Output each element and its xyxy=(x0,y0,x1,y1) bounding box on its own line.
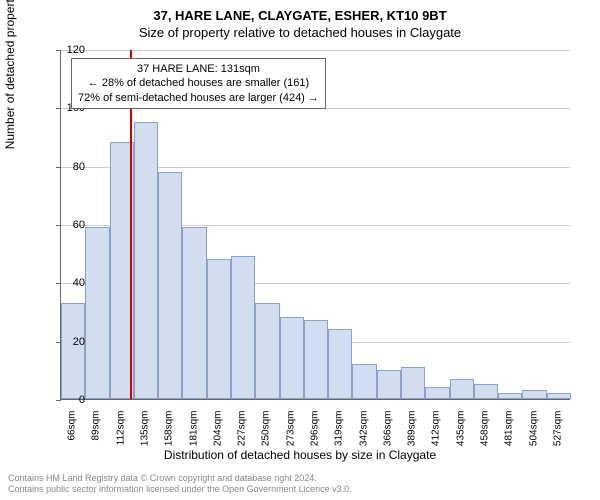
x-tick-label: 273sqm xyxy=(285,411,296,451)
histogram-bar xyxy=(352,364,376,399)
x-tick-label: 458sqm xyxy=(480,411,491,451)
histogram-bar xyxy=(328,329,352,399)
x-tick-label: 89sqm xyxy=(91,411,102,451)
plot-area: 37 HARE LANE: 131sqm ← 28% of detached h… xyxy=(60,50,570,400)
annotation-line3: 72% of semi-detached houses are larger (… xyxy=(78,91,319,105)
histogram-bar xyxy=(547,393,571,399)
y-tick-label: 0 xyxy=(55,394,85,406)
x-tick-label: 435sqm xyxy=(455,411,466,451)
histogram-bar xyxy=(182,227,206,399)
histogram-bar xyxy=(207,259,231,399)
histogram-bar xyxy=(255,303,279,399)
x-tick-label: 389sqm xyxy=(407,411,418,451)
histogram-bar xyxy=(158,172,182,400)
x-tick-label: 366sqm xyxy=(382,411,393,451)
histogram-bar xyxy=(498,393,522,399)
y-tick-label: 120 xyxy=(55,44,85,56)
y-tick-label: 40 xyxy=(55,277,85,289)
histogram-bar xyxy=(522,390,546,399)
footer-line1: Contains HM Land Registry data © Crown c… xyxy=(8,473,352,485)
footer-attribution: Contains HM Land Registry data © Crown c… xyxy=(8,473,352,496)
y-tick-label: 80 xyxy=(55,161,85,173)
x-tick-label: 181sqm xyxy=(188,411,199,451)
histogram-bar xyxy=(450,379,474,399)
chart-container: 37, HARE LANE, CLAYGATE, ESHER, KT10 9BT… xyxy=(0,0,600,500)
title-main: 37, HARE LANE, CLAYGATE, ESHER, KT10 9BT xyxy=(0,0,600,23)
histogram-bar xyxy=(134,122,158,399)
annotation-box: 37 HARE LANE: 131sqm ← 28% of detached h… xyxy=(71,58,326,109)
annotation-line1: 37 HARE LANE: 131sqm xyxy=(78,62,319,76)
x-tick-label: 296sqm xyxy=(310,411,321,451)
x-tick-label: 319sqm xyxy=(334,411,345,451)
x-tick-label: 527sqm xyxy=(552,411,563,451)
histogram-bar xyxy=(61,303,85,399)
x-tick-label: 504sqm xyxy=(528,411,539,451)
x-tick-label: 481sqm xyxy=(504,411,515,451)
gridline xyxy=(61,50,570,51)
histogram-bar xyxy=(425,387,449,399)
histogram-bar xyxy=(401,367,425,399)
x-tick-label: 158sqm xyxy=(164,411,175,451)
x-tick-label: 135sqm xyxy=(140,411,151,451)
annotation-line2: ← 28% of detached houses are smaller (16… xyxy=(78,76,319,90)
x-tick-label: 204sqm xyxy=(212,411,223,451)
histogram-bar xyxy=(304,320,328,399)
histogram-bar xyxy=(474,384,498,399)
title-sub: Size of property relative to detached ho… xyxy=(0,23,600,40)
y-tick-label: 20 xyxy=(55,336,85,348)
footer-line2: Contains public sector information licen… xyxy=(8,484,352,496)
histogram-bar xyxy=(85,227,109,399)
x-tick-label: 342sqm xyxy=(358,411,369,451)
histogram-bar xyxy=(231,256,255,399)
histogram-bar xyxy=(280,317,304,399)
histogram-bar xyxy=(377,370,401,399)
y-tick-label: 60 xyxy=(55,219,85,231)
x-tick-label: 227sqm xyxy=(237,411,248,451)
x-tick-label: 412sqm xyxy=(431,411,442,451)
x-tick-label: 250sqm xyxy=(261,411,272,451)
x-tick-label: 66sqm xyxy=(67,411,78,451)
x-tick-label: 112sqm xyxy=(115,411,126,451)
y-axis-label: Number of detached properties xyxy=(3,0,17,149)
